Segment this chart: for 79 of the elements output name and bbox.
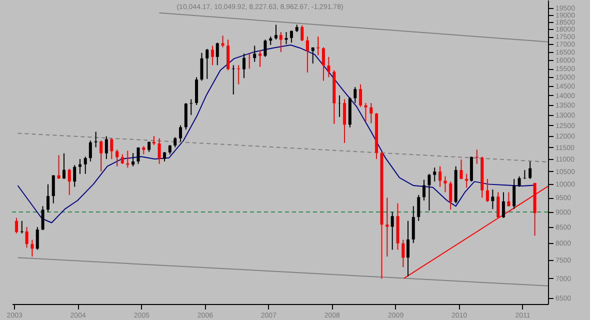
candlestick <box>104 136 108 160</box>
candlestick <box>163 151 166 162</box>
candlestick <box>258 50 262 68</box>
candlestick <box>232 64 235 95</box>
candlestick <box>438 166 442 188</box>
candlestick <box>132 152 135 167</box>
candlestick <box>226 39 230 71</box>
candlestick <box>168 144 172 155</box>
candlestick <box>110 138 114 160</box>
candlestick <box>116 149 119 167</box>
candlestick <box>386 197 389 258</box>
candlestick <box>338 94 341 118</box>
candlestick <box>412 206 415 244</box>
candlestick <box>200 52 204 82</box>
candlestick <box>354 86 357 104</box>
candlestick <box>364 102 368 122</box>
candlestick <box>406 220 410 277</box>
candlestick <box>284 32 288 45</box>
candlestick <box>444 176 447 193</box>
candlestick <box>68 168 71 196</box>
candlestick <box>100 140 103 172</box>
candlestick <box>306 36 309 74</box>
candlestick <box>274 24 278 40</box>
candlestick <box>465 173 468 188</box>
candlestick <box>15 217 18 234</box>
candlestick <box>327 56 330 78</box>
candlestick <box>84 156 87 174</box>
candlestick <box>428 173 431 212</box>
candlestick <box>491 189 494 210</box>
candlestick <box>300 24 304 42</box>
candlestick <box>316 36 320 56</box>
candlestick <box>206 48 209 80</box>
candlestick <box>216 42 219 66</box>
candlestick <box>88 140 92 162</box>
candlestick <box>496 192 500 218</box>
candlestick <box>195 76 198 106</box>
candlestick <box>311 46 314 64</box>
candlestick <box>36 226 39 250</box>
candlestick <box>422 179 426 202</box>
candlestick <box>158 138 161 164</box>
candlestick <box>253 45 256 62</box>
candlestick <box>62 152 66 180</box>
candlestick <box>211 45 214 66</box>
candlestick <box>279 32 282 53</box>
candlestick <box>25 226 28 248</box>
candlestick <box>264 39 267 58</box>
candlestick <box>502 192 505 218</box>
candlestick <box>343 98 346 144</box>
candlestick <box>370 102 373 124</box>
candlestick <box>290 30 293 44</box>
candlestick <box>184 102 188 130</box>
candlestick <box>57 154 60 180</box>
candlestick <box>148 141 151 152</box>
candlestick <box>322 46 325 82</box>
candlestick <box>512 178 516 210</box>
candlestick <box>433 167 436 182</box>
candlestick <box>73 164 76 188</box>
candlestick <box>390 211 394 250</box>
candlestick <box>470 156 473 182</box>
candlestick <box>52 174 55 204</box>
candlestick <box>179 124 182 142</box>
candlestick <box>46 184 50 212</box>
candlestick <box>78 158 82 174</box>
candlestick <box>449 181 452 210</box>
candlestick <box>518 176 521 188</box>
candlestick <box>460 159 463 180</box>
candlestick <box>486 178 489 202</box>
candlestick <box>242 53 246 79</box>
candlestick <box>359 84 362 108</box>
candlestick <box>528 160 532 180</box>
candlestick <box>174 136 177 148</box>
candlestick <box>136 146 140 164</box>
candlestick <box>41 206 44 231</box>
candlestick <box>417 194 420 222</box>
candlestick <box>30 239 34 258</box>
candlestick <box>120 154 124 164</box>
candlestick <box>402 239 405 268</box>
candlestick <box>507 192 510 207</box>
candlestick <box>94 131 98 148</box>
